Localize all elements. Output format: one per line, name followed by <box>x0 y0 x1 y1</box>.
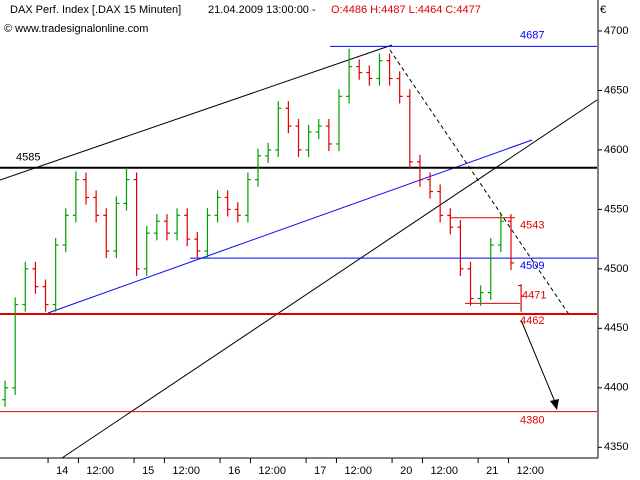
arrow-line <box>520 319 556 403</box>
projection-line <box>389 49 571 317</box>
y-tick-label: 4550 <box>604 203 628 215</box>
y-tick-label: 4600 <box>604 144 628 156</box>
x-tick-label: 12:00 <box>344 465 372 477</box>
level-label: 4543 <box>520 220 544 232</box>
y-tick-label: 4450 <box>604 322 628 334</box>
y-tick-label: 4400 <box>604 382 628 394</box>
y-tick-label: 4700 <box>604 25 628 37</box>
copyright: © www.tradesignalonline.com <box>4 23 148 35</box>
trendline <box>47 139 533 314</box>
x-tick-label: 16 <box>228 465 240 477</box>
x-tick-label: 12:00 <box>258 465 286 477</box>
ohlc-label: O:4486 H:4487 L:4464 C:4477 <box>331 4 481 16</box>
level-label: 4471 <box>522 289 546 301</box>
level-label: 4509 <box>520 260 544 272</box>
x-tick-label: 20 <box>400 465 412 477</box>
x-tick-label: 14 <box>56 465 68 477</box>
x-tick-label: 12:00 <box>86 465 114 477</box>
x-tick-label: 12:00 <box>172 465 200 477</box>
x-tick-label: 12:00 <box>430 465 458 477</box>
y-tick-label: 4650 <box>604 84 628 96</box>
level-label: 4462 <box>520 315 544 327</box>
trendlines <box>0 44 598 459</box>
trendline <box>61 99 598 459</box>
x-tick-label: 17 <box>314 465 326 477</box>
level-label: 4380 <box>520 415 544 427</box>
y-tick-label: 4500 <box>604 263 628 275</box>
level-label: 4585 <box>16 152 40 164</box>
datetime: 21.04.2009 13:00:00 - <box>208 4 316 16</box>
x-tick-label: 12:00 <box>516 465 544 477</box>
chart-title: DAX Perf. Index [.DAX 15 Minuten] <box>10 4 181 16</box>
y-tick-label: 4350 <box>604 441 628 453</box>
trendline <box>0 44 393 181</box>
currency: € <box>600 4 606 16</box>
arrow-head <box>550 399 559 410</box>
level-label: 4687 <box>520 29 544 41</box>
x-tick-label: 15 <box>142 465 154 477</box>
x-tick-label: 21 <box>486 465 498 477</box>
